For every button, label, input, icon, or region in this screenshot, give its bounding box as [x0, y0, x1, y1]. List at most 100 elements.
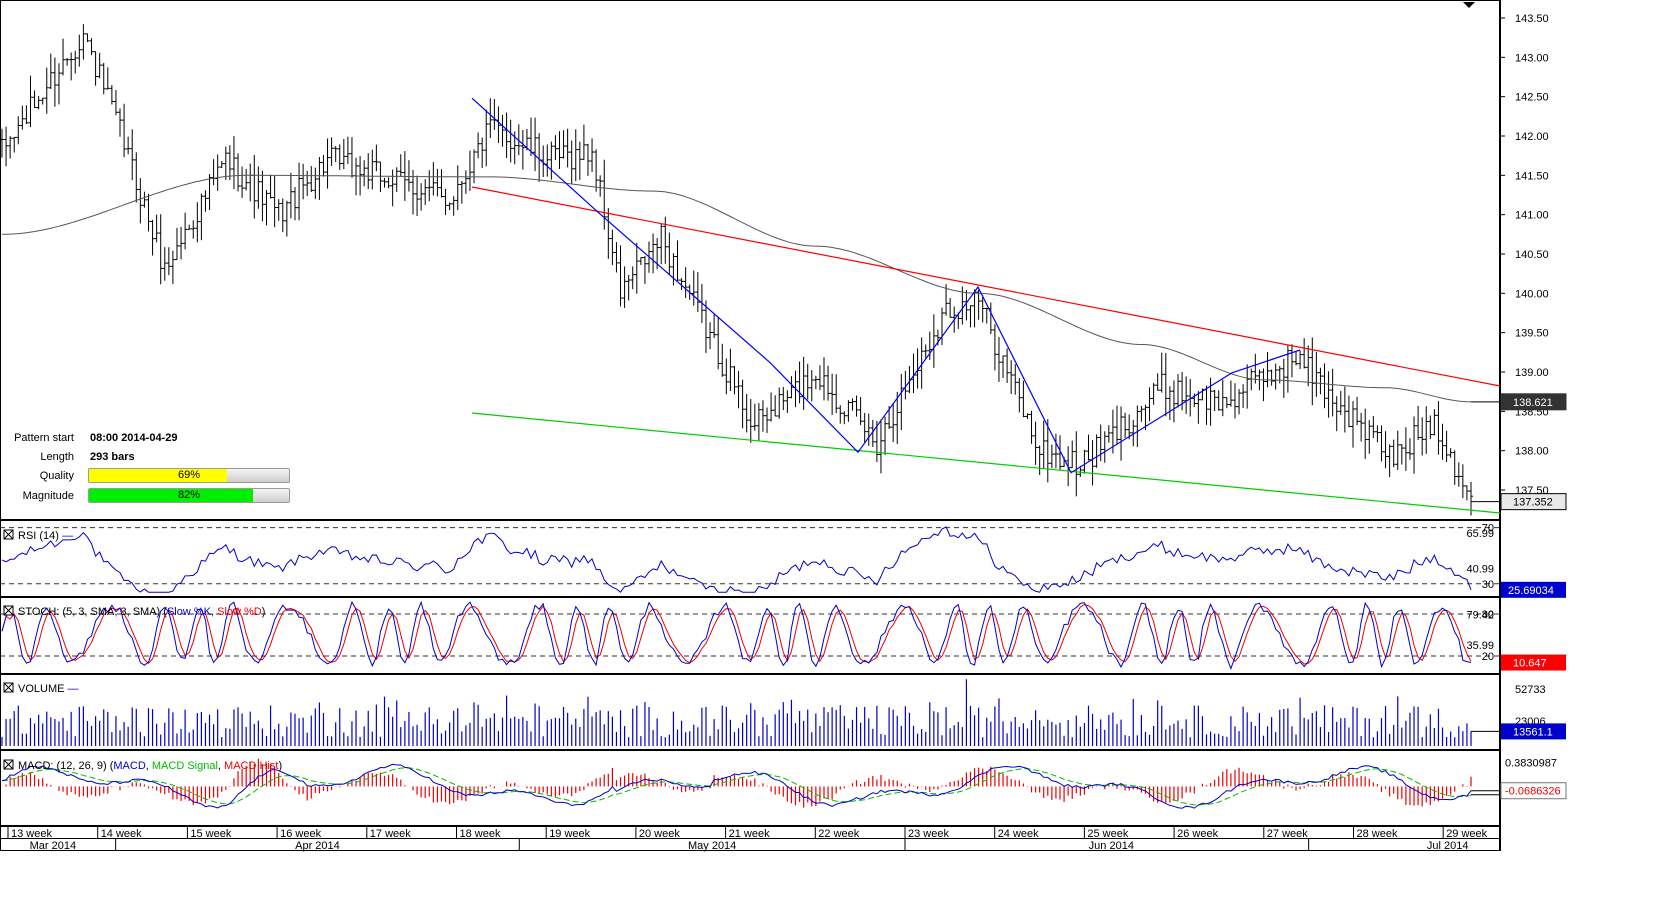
- panel-title: MACD: (12, 26, 9) (MACD, MACD Signal, MA…: [18, 760, 282, 772]
- week-label: 23 week: [908, 828, 949, 840]
- price-bar: [1403, 427, 1408, 471]
- price-bar: [1265, 352, 1270, 388]
- price-bar: [996, 336, 1001, 382]
- price-bar: [842, 411, 847, 425]
- price-bar: [1261, 368, 1266, 402]
- price-bar: [236, 153, 241, 192]
- price-bar: [138, 178, 143, 224]
- price-bar: [390, 169, 395, 207]
- price-bar: [1232, 383, 1237, 419]
- price-bar: [1013, 364, 1018, 395]
- macd-panel: 0.3830987 -0.0686326: [1, 757, 1567, 809]
- price-bar: [1407, 438, 1412, 460]
- price-bar: [683, 267, 688, 299]
- price-bar: [1281, 358, 1286, 398]
- price-bar: [1041, 420, 1046, 469]
- price-bar: [142, 191, 147, 208]
- price-bar: [1196, 390, 1201, 424]
- price-bar: [1167, 386, 1172, 421]
- price-bar: [1399, 444, 1404, 465]
- zigzag-pattern-line: [471, 97, 1301, 474]
- price-bar: [1216, 390, 1221, 411]
- week-label: 21 week: [729, 828, 770, 840]
- price-bar: [122, 103, 127, 158]
- quality-text: 69%: [177, 469, 201, 481]
- price-bar: [752, 403, 757, 431]
- price-bar: [170, 250, 175, 285]
- macd-value-label: -0.0686326: [1505, 786, 1561, 798]
- price-bar: [817, 365, 822, 391]
- price-bar: [476, 132, 481, 159]
- price-bar: [1412, 416, 1417, 474]
- price-bar: [305, 170, 310, 197]
- stoch-tick-label: 20: [1482, 651, 1494, 663]
- macd-signal-line: [1, 767, 1472, 806]
- price-bar: [789, 376, 794, 399]
- price-bar: [61, 38, 66, 76]
- price-bar: [716, 317, 721, 370]
- panel-headers: RSI (14) — STOCH: (5, 3, SMA, 3, SMA) (Sl…: [3, 529, 282, 772]
- price-bar: [459, 180, 464, 204]
- price-bar: [40, 97, 45, 105]
- price-bar: [382, 178, 387, 188]
- price-bar: [1342, 386, 1347, 433]
- price-bar: [431, 162, 436, 196]
- price-bar: [1367, 420, 1372, 454]
- volume-tick-label: 52733: [1515, 684, 1546, 696]
- price-bar: [740, 379, 745, 429]
- price-bar: [1391, 439, 1396, 468]
- price-bar: [1086, 434, 1091, 461]
- corner-marker-icon[interactable]: [1463, 2, 1475, 8]
- pattern-start-value: 08:00 2014-04-29: [90, 432, 178, 444]
- price-bar: [337, 144, 342, 170]
- price-bar: [1184, 376, 1189, 414]
- quality-fill: [89, 469, 227, 482]
- price-bar: [748, 399, 753, 443]
- price-bar: [1334, 396, 1339, 432]
- price-bar: [1253, 353, 1258, 384]
- price-bar: [443, 188, 448, 216]
- price-bar: [691, 270, 696, 306]
- price-bar: [610, 229, 615, 266]
- price-bar: [732, 365, 737, 395]
- price-bar: [284, 200, 289, 237]
- week-label: 26 week: [1177, 828, 1218, 840]
- price-bar: [272, 175, 277, 228]
- price-bar: [1383, 431, 1388, 469]
- magnitude-meter: 82%: [88, 488, 290, 503]
- price-bar: [191, 220, 196, 239]
- price-bar: [93, 51, 98, 86]
- price-bar: [736, 370, 741, 409]
- week-label: 16 week: [280, 828, 321, 840]
- price-bar: [549, 141, 554, 180]
- price-bar: [158, 214, 163, 285]
- channel-upper-line: [471, 186, 1501, 387]
- week-label: 13 week: [11, 828, 52, 840]
- price-bar: [573, 129, 578, 182]
- price-bar: [565, 128, 570, 168]
- price-bar: [813, 375, 818, 390]
- macd-tick-label: 0.3830987: [1505, 757, 1557, 769]
- price-bar: [183, 212, 188, 250]
- price-bar: [927, 331, 932, 360]
- price-tick-label: 142.50: [1515, 92, 1549, 104]
- price-bar: [44, 67, 49, 114]
- price-bar: [1302, 338, 1307, 369]
- price-bar: [948, 297, 953, 318]
- price-bar: [594, 149, 599, 192]
- price-bar: [1371, 416, 1376, 439]
- price-tick-label: 142.00: [1515, 131, 1549, 143]
- price-bar: [1456, 462, 1461, 487]
- week-label: 22 week: [818, 828, 859, 840]
- time-axis: 13 week 14 week 15 week 16 week 17 week 18 we…: [0, 827, 1500, 852]
- price-bar: [899, 373, 904, 431]
- price-bar: [712, 313, 717, 338]
- price-bar: [179, 226, 184, 260]
- rsi-tick-label: 70: [1482, 523, 1494, 535]
- price-bar: [317, 156, 322, 200]
- price-tick-label: 141.50: [1515, 170, 1549, 182]
- price-bar: [69, 52, 74, 81]
- price-bar: [671, 253, 676, 286]
- price-bar: [891, 402, 896, 443]
